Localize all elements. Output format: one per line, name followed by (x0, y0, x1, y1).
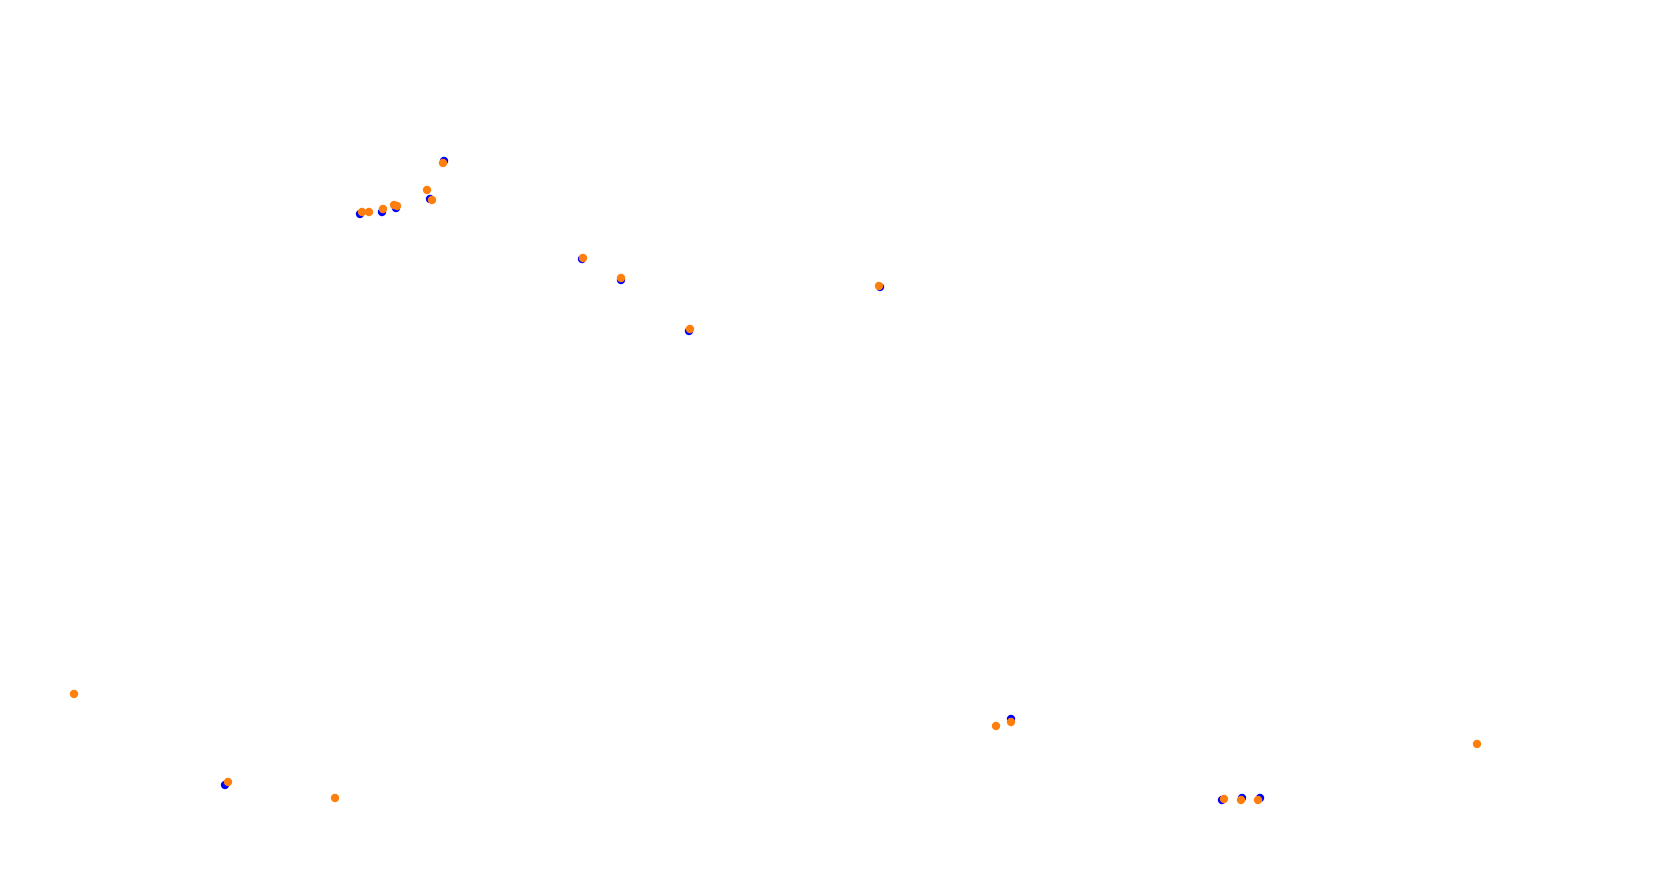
data-point (685, 324, 695, 334)
data-point (223, 777, 233, 787)
data-point (1472, 739, 1482, 749)
data-point (1253, 795, 1263, 805)
data-point (330, 793, 340, 803)
data-point (616, 273, 626, 283)
data-point (392, 201, 402, 211)
data-point (378, 204, 388, 214)
series-2 (69, 158, 1482, 805)
data-point (1236, 795, 1246, 805)
data-point (874, 281, 884, 291)
data-point (1219, 794, 1229, 804)
series-1 (220, 156, 1265, 805)
data-point (991, 721, 1001, 731)
data-point (357, 207, 367, 217)
data-point (427, 195, 437, 205)
data-point (1006, 717, 1016, 727)
data-point (578, 253, 588, 263)
data-point (69, 689, 79, 699)
data-point (438, 158, 448, 168)
data-point (422, 185, 432, 195)
data-point (364, 207, 374, 217)
series-layer (69, 156, 1482, 805)
